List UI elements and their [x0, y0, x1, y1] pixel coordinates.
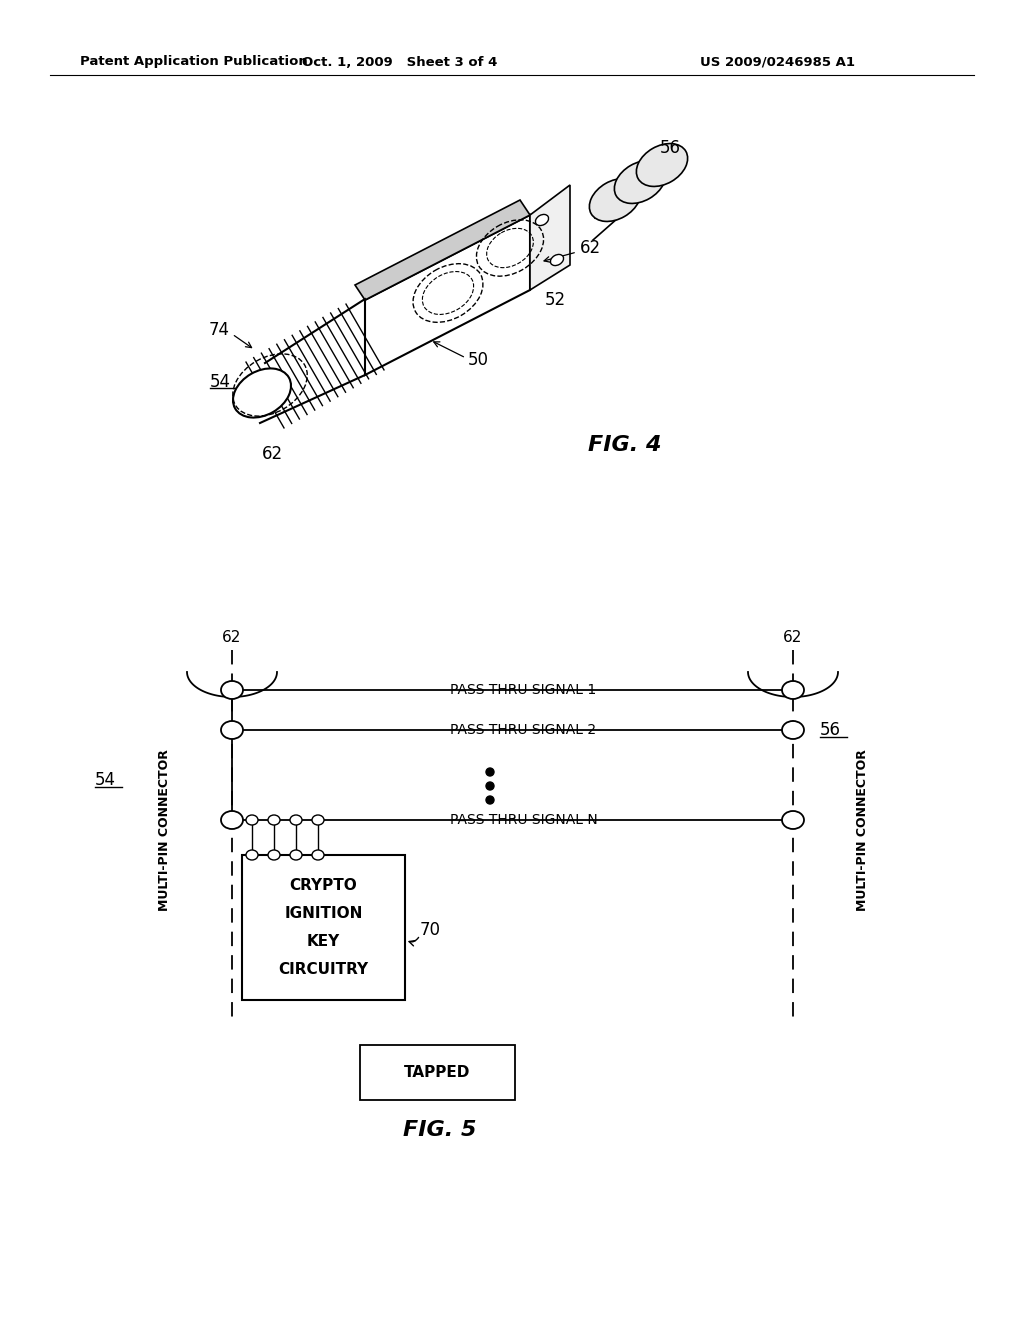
Text: 62: 62	[580, 239, 601, 257]
Text: FIG. 4: FIG. 4	[588, 436, 662, 455]
Text: 56: 56	[820, 721, 841, 739]
Ellipse shape	[268, 814, 280, 825]
Text: Oct. 1, 2009   Sheet 3 of 4: Oct. 1, 2009 Sheet 3 of 4	[302, 55, 498, 69]
Text: PASS THRU SIGNAL N: PASS THRU SIGNAL N	[450, 813, 598, 828]
Text: FIG. 5: FIG. 5	[403, 1119, 477, 1140]
Ellipse shape	[221, 810, 243, 829]
Text: US 2009/0246985 A1: US 2009/0246985 A1	[700, 55, 855, 69]
Ellipse shape	[312, 850, 324, 861]
Text: 62: 62	[261, 445, 283, 463]
Bar	[242, 855, 406, 1001]
Ellipse shape	[536, 214, 549, 226]
Text: 70: 70	[420, 921, 441, 939]
Ellipse shape	[782, 681, 804, 700]
Text: TAPPED: TAPPED	[404, 1065, 471, 1080]
Text: PASS THRU SIGNAL 1: PASS THRU SIGNAL 1	[450, 682, 596, 697]
Ellipse shape	[486, 768, 494, 776]
Ellipse shape	[636, 144, 688, 186]
Ellipse shape	[782, 810, 804, 829]
Text: 54: 54	[210, 374, 231, 391]
Polygon shape	[365, 215, 530, 375]
Ellipse shape	[782, 721, 804, 739]
Ellipse shape	[221, 721, 243, 739]
Ellipse shape	[551, 255, 563, 265]
Text: CIRCUITRY: CIRCUITRY	[279, 962, 369, 977]
Text: 74: 74	[209, 321, 230, 339]
Text: CRYPTO: CRYPTO	[290, 878, 357, 894]
Polygon shape	[355, 201, 530, 300]
Ellipse shape	[312, 814, 324, 825]
Text: 62: 62	[783, 630, 803, 645]
Text: IGNITION: IGNITION	[285, 906, 362, 921]
Text: MULTI-PIN CONNECTOR: MULTI-PIN CONNECTOR	[159, 748, 171, 911]
Ellipse shape	[233, 368, 291, 417]
Text: 56: 56	[660, 139, 681, 157]
Text: 62: 62	[222, 630, 242, 645]
Text: PASS THRU SIGNAL 2: PASS THRU SIGNAL 2	[450, 723, 596, 737]
Ellipse shape	[290, 850, 302, 861]
Ellipse shape	[614, 161, 666, 203]
Text: KEY: KEY	[307, 935, 340, 949]
Text: 50: 50	[468, 351, 489, 370]
Ellipse shape	[486, 796, 494, 804]
Text: Patent Application Publication: Patent Application Publication	[80, 55, 308, 69]
Ellipse shape	[268, 850, 280, 861]
Ellipse shape	[246, 850, 258, 861]
Ellipse shape	[486, 781, 494, 789]
Bar	[360, 1045, 515, 1100]
Polygon shape	[530, 185, 570, 290]
Ellipse shape	[290, 814, 302, 825]
Ellipse shape	[246, 814, 258, 825]
Text: 54: 54	[95, 771, 116, 789]
Ellipse shape	[590, 178, 641, 222]
Text: 52: 52	[545, 290, 566, 309]
Text: MULTI-PIN CONNECTOR: MULTI-PIN CONNECTOR	[855, 748, 868, 911]
Ellipse shape	[221, 681, 243, 700]
